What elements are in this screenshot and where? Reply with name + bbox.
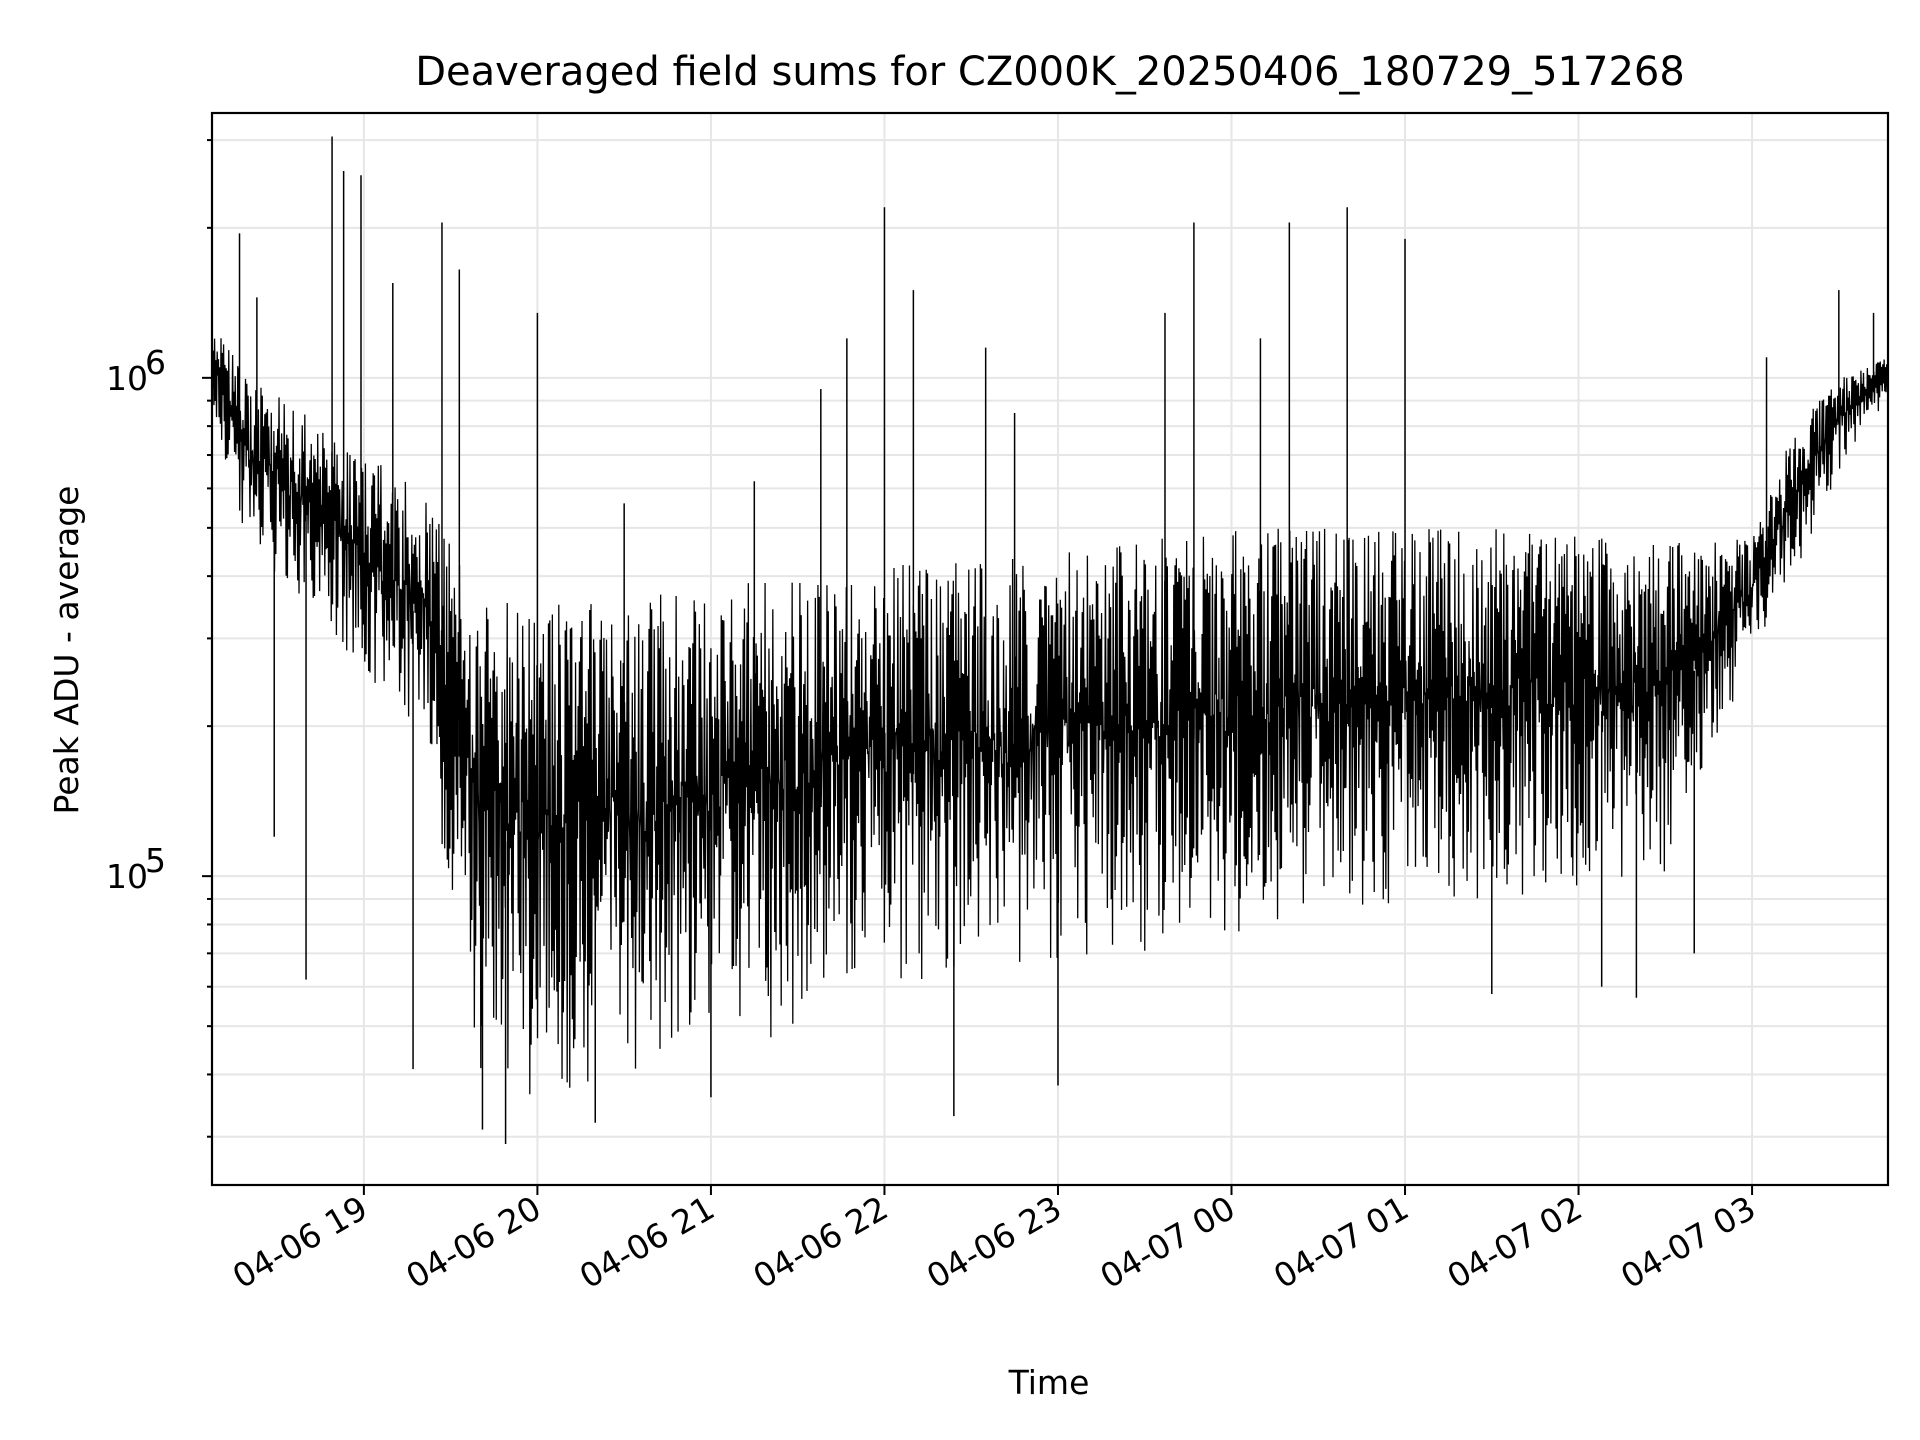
y-tick-base: 10 bbox=[106, 359, 148, 398]
chart-title: Deaveraged field sums for CZ000K_2025040… bbox=[415, 49, 1685, 95]
x-axis-title: Time bbox=[1008, 1363, 1090, 1402]
y-tick-base: 10 bbox=[106, 857, 148, 896]
y-axis-title: Peak ADU - average bbox=[47, 486, 86, 815]
series-line bbox=[211, 136, 1889, 1145]
y-tick-label: 10 bbox=[106, 359, 148, 398]
plot-frame bbox=[210, 111, 1890, 1187]
series-trace bbox=[211, 338, 1889, 1095]
y-tick-exponent: 5 bbox=[145, 841, 166, 880]
y-tick-label: 10 bbox=[106, 857, 148, 896]
y-tick-exponent: 6 bbox=[145, 343, 166, 382]
